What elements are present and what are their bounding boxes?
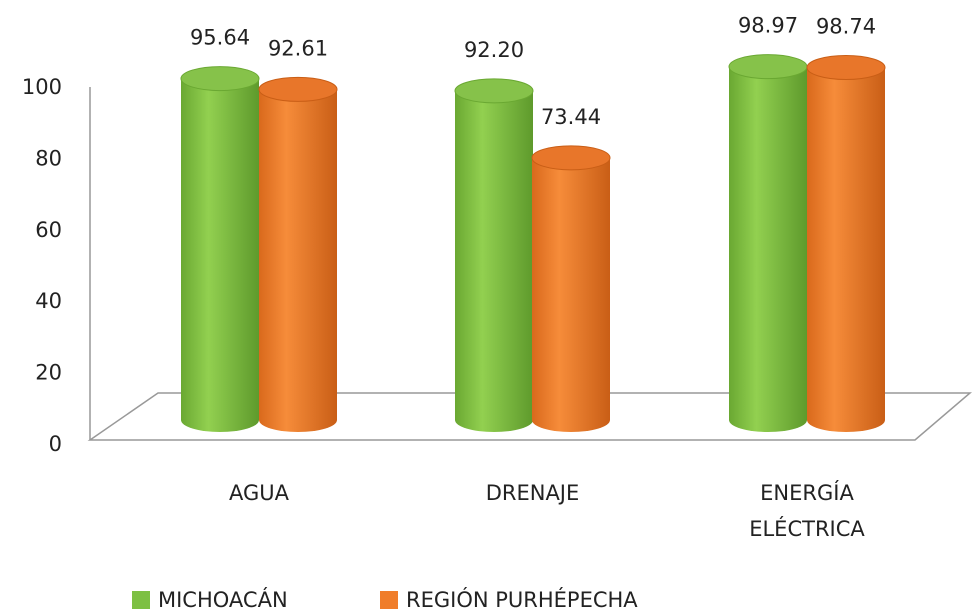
floor <box>87 392 973 441</box>
y-tick-label: 80 <box>35 146 62 170</box>
value-label: 98.97 <box>738 14 798 38</box>
bar-top <box>180 66 260 92</box>
bar <box>258 76 338 433</box>
legend-label: MICHOACÁN <box>158 587 288 612</box>
x-tick-label: DRENAJE <box>485 481 580 505</box>
legend-label: REGIÓN PURHÉPECHA <box>406 587 638 612</box>
y-tick-label: 100 <box>22 75 62 99</box>
value-label: 95.64 <box>190 26 250 50</box>
bar <box>806 54 886 432</box>
bar-body <box>455 90 533 432</box>
y-tick-label: 0 <box>49 432 62 456</box>
bar-top <box>531 145 611 171</box>
bar <box>454 78 534 432</box>
bar-top <box>454 78 534 104</box>
x-tick-label: AGUA <box>228 481 289 505</box>
bar <box>180 66 260 433</box>
bar-body <box>729 66 807 433</box>
value-label: 73.44 <box>541 105 601 129</box>
bar-top <box>258 76 338 102</box>
y-tick-label: 60 <box>35 218 62 242</box>
bar-body <box>532 157 610 432</box>
legend-swatch <box>380 591 398 609</box>
value-label: 92.20 <box>464 38 524 62</box>
y-tick-label: 20 <box>35 361 62 385</box>
value-label: 98.74 <box>816 14 876 38</box>
bar-body <box>259 89 337 433</box>
y-tick-label: 40 <box>35 289 62 313</box>
bar <box>728 54 808 433</box>
bar-body <box>807 67 885 432</box>
bar-body <box>181 78 259 433</box>
value-label: 92.61 <box>268 36 328 60</box>
x-tick-label: ENERGÍA ELÉCTRICA <box>749 481 865 541</box>
bar-top <box>806 54 886 80</box>
legend-swatch <box>132 591 150 609</box>
bar <box>531 145 611 432</box>
bar-top <box>728 54 808 80</box>
